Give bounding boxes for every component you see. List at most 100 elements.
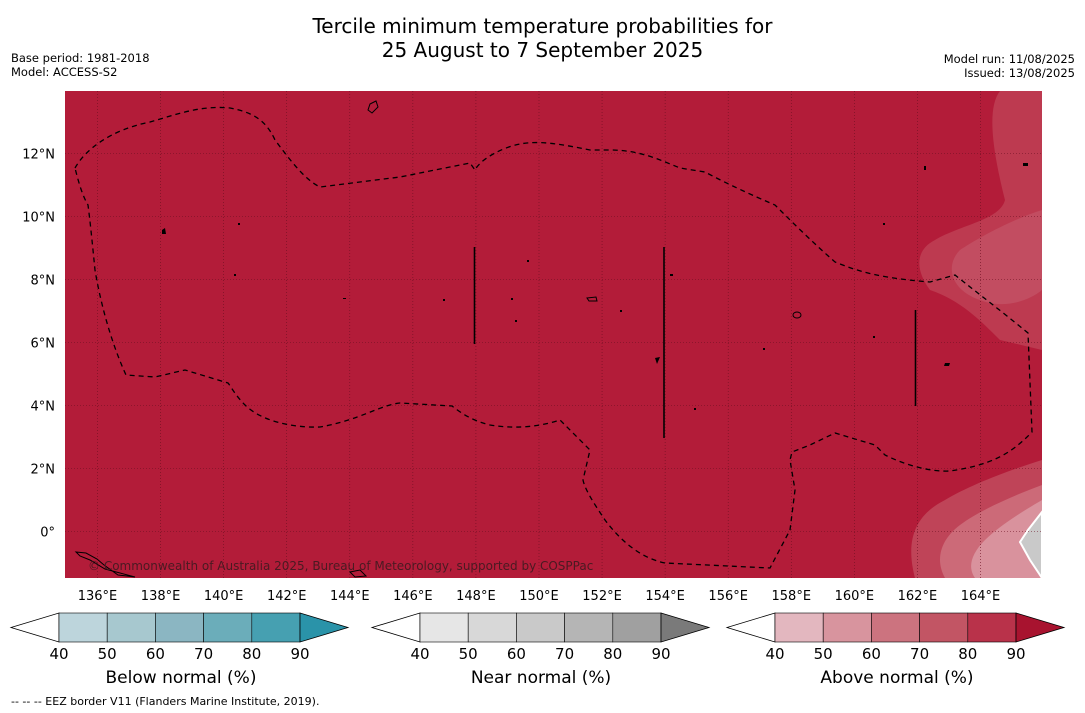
lon-tick-label: 146°E <box>393 589 433 604</box>
lon-tick-label: 136°E <box>78 589 118 604</box>
colorbar-tick-label: 90 <box>651 645 670 663</box>
island-manus <box>348 569 368 578</box>
lat-tick-label: 12°N <box>22 148 55 163</box>
island-dot <box>873 336 875 338</box>
colorbar-tick-label: 50 <box>814 645 833 663</box>
lon-tick-label: 156°E <box>708 589 748 604</box>
colorbar-segment <box>106 612 156 643</box>
base-period: Base period: 1981-2018 <box>11 51 150 65</box>
eez-footnote: -- -- -- EEZ border V11 (Flanders Marine… <box>11 695 320 708</box>
colorbar-segment <box>612 612 662 643</box>
lon-tick-label: 138°E <box>141 589 181 604</box>
island-dot <box>694 408 696 410</box>
eez-border <box>74 106 1033 569</box>
near-normal-label: Near normal (%) <box>470 668 612 688</box>
island-dot <box>343 298 346 299</box>
colorbar-segment <box>155 612 204 643</box>
map-background <box>65 91 1042 578</box>
island-dot <box>515 320 517 322</box>
lon-tick-label: 152°E <box>582 589 622 604</box>
lat-tick-label: 10°N <box>22 211 55 226</box>
colorbar-extend-high <box>1015 612 1066 643</box>
lon-tick-label: 154°E <box>645 589 685 604</box>
lon-tick-label: 164°E <box>961 589 1001 604</box>
lon-tick-label: 162°E <box>898 589 938 604</box>
island-dot <box>443 299 445 301</box>
model-name: Model: ACCESS-S2 <box>11 65 118 79</box>
colorbar-extend-low <box>370 612 421 643</box>
lon-tick-label: 158°E <box>772 589 812 604</box>
title-line-2: 25 August to 7 September 2025 <box>381 38 704 62</box>
island-dot <box>238 223 240 225</box>
colorbar-segment <box>419 612 469 643</box>
island-yap <box>162 228 166 234</box>
island-dot <box>527 260 529 262</box>
lat-tick-label: 8°N <box>31 274 56 289</box>
colorbar-segment <box>516 612 565 643</box>
colorbar-0: 40 50 60 70 80 90 <box>9 612 350 663</box>
colorbar-tick-label: 60 <box>507 645 526 663</box>
near-normal-patch <box>1018 510 1042 578</box>
lon-tick-label: 142°E <box>267 589 307 604</box>
colorbar-tick-label: 90 <box>290 645 309 663</box>
island-dot <box>620 310 622 312</box>
model-run: Model run: 11/08/2025 <box>943 52 1075 66</box>
colorbar-extend-low <box>9 612 60 643</box>
colorbar-tick-label: 50 <box>459 645 478 663</box>
colorbar-segment <box>564 612 614 643</box>
meta-left: Base period: 1981-2018 Model: ACCESS-S2 <box>11 51 150 79</box>
island-dot <box>234 274 236 276</box>
colorbar-tick-label: 80 <box>958 645 977 663</box>
lat-tick-label: 2°N <box>31 463 56 478</box>
colorbar-tick-label: 60 <box>862 645 881 663</box>
copyright-text: © Commonwealth of Australia 2025, Bureau… <box>88 559 593 573</box>
lon-tick-label: 160°E <box>835 589 875 604</box>
map-title: Tercile minimum temperature probabilitie… <box>0 14 1085 62</box>
issued-date: Issued: 13/08/2025 <box>964 66 1075 80</box>
axis-tick-labels: 136°E 138°E 140°E 142°E 144°E 146°E 148°E 150°E… <box>22 148 1000 605</box>
colorbar-tick-label: 80 <box>242 645 261 663</box>
lat-tick-label: 0° <box>40 526 55 541</box>
island-nukuoro <box>655 357 660 364</box>
colorbar-1: 40 50 60 70 80 90 <box>370 612 711 663</box>
island-dot <box>883 223 885 225</box>
island-dot <box>1023 163 1028 166</box>
island-dot <box>924 166 926 170</box>
colorbar-segment <box>774 612 824 643</box>
colorbar-segment <box>467 612 517 643</box>
island-chuuk <box>586 296 598 302</box>
colorbar-2: 40 50 60 70 80 90 <box>725 612 1066 663</box>
island-pohnpei <box>792 311 802 319</box>
colorbar-segment <box>58 612 108 643</box>
contour-band-south-90 <box>971 500 1042 578</box>
contour-band-80 <box>951 210 1042 305</box>
lon-tick-label: 148°E <box>456 589 496 604</box>
colorbar-segment <box>967 612 1017 643</box>
colorbar-tick-label: 40 <box>410 645 429 663</box>
colorbar-tick-label: 80 <box>603 645 622 663</box>
colorbar-extend-high <box>299 612 350 643</box>
colorbar-tick-label: 40 <box>765 645 784 663</box>
colorbar-extend-low <box>725 612 776 643</box>
lon-tick-label: 144°E <box>330 589 370 604</box>
island-guam <box>367 100 379 114</box>
island-kosrae <box>944 363 950 366</box>
below-normal-label: Below normal (%) <box>105 668 257 688</box>
colorbar-tick-label: 70 <box>910 645 929 663</box>
map-plot-area: © Commonwealth of Australia 2025, Bureau… <box>65 91 1042 578</box>
lon-tick-label: 140°E <box>204 589 244 604</box>
colorbar-segment <box>919 612 969 643</box>
colorbar-tick-label: 90 <box>1006 645 1025 663</box>
map-gridlines <box>65 91 1042 578</box>
colorbar-segment <box>203 612 253 643</box>
lon-tick-label: 150°E <box>519 589 559 604</box>
lat-tick-label: 4°N <box>31 400 56 415</box>
colorbar-tick-label: 70 <box>194 645 213 663</box>
colorbar-tick-label: 40 <box>49 645 68 663</box>
meta-right: Model run: 11/08/2025 Issued: 13/08/2025 <box>944 52 1075 80</box>
colorbar-tick-label: 50 <box>98 645 117 663</box>
island-dot <box>670 274 673 276</box>
island-png <box>74 551 136 578</box>
colorbar-tick-label: 70 <box>555 645 574 663</box>
